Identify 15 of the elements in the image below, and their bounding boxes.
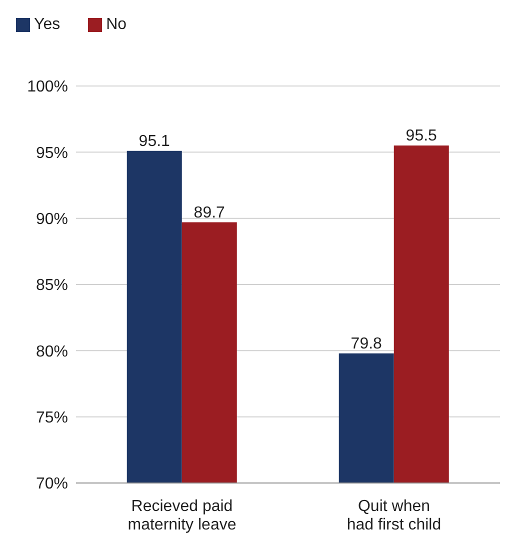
y-tick-label: 75% [36, 410, 68, 427]
data-label: 79.8 [350, 335, 382, 352]
y-tick-label: 95% [36, 144, 68, 162]
y-tick-label: 80% [36, 343, 68, 360]
data-label: 95.1 [138, 132, 170, 150]
y-tick-label: 100% [27, 78, 68, 96]
legend-label: No [106, 16, 127, 33]
legend-label: Yes [34, 16, 60, 33]
x-tick-label: Quit when had first child [346, 498, 442, 534]
data-label: 95.5 [406, 128, 438, 145]
y-tick-label: 85% [36, 277, 68, 294]
x-tick-label: Recieved paid maternity leave [128, 498, 236, 534]
y-tick-label: 70% [36, 476, 68, 493]
y-tick-label: 90% [36, 211, 68, 228]
data-label: 89.7 [194, 204, 226, 222]
